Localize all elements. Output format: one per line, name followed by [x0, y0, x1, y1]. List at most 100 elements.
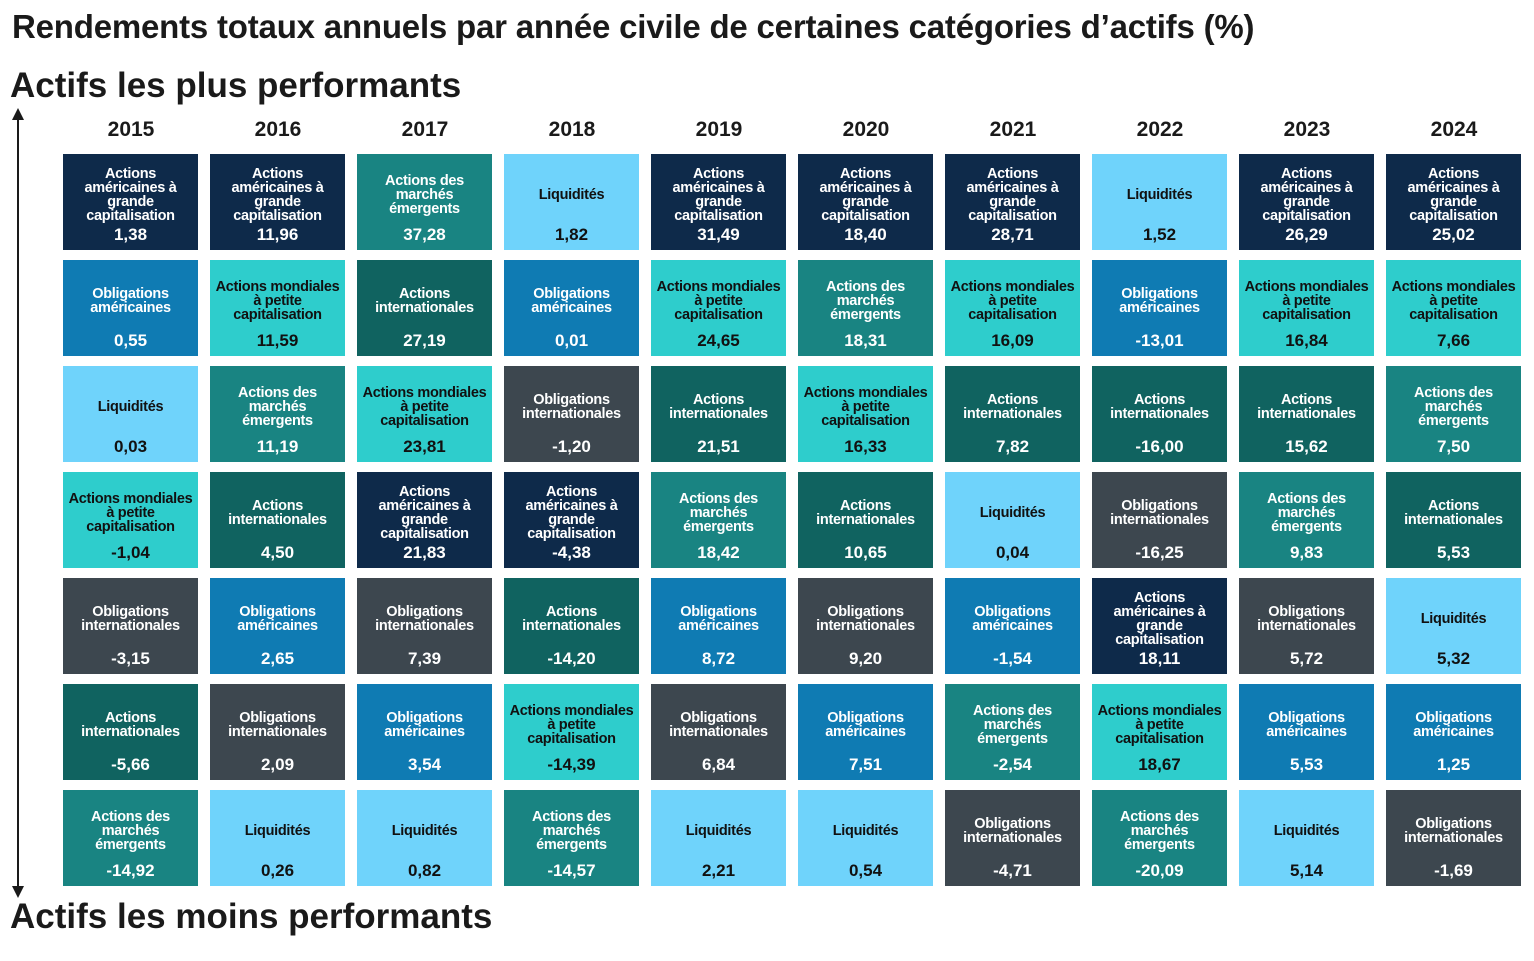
return-cell: Actions internationales 21,51 [651, 366, 786, 462]
asset-class-label: Obligations américaines [1413, 709, 1494, 740]
asset-class-label: Liquidités [685, 822, 752, 839]
asset-class-label: Obligations internationales [1404, 815, 1503, 846]
asset-class-label: Actions des marchés émergents [973, 702, 1052, 747]
return-cell: Liquidités 5,14 [1239, 790, 1374, 886]
return-value: 5,53 [1289, 755, 1324, 774]
ranking-arrow-icon [12, 108, 24, 898]
asset-class-label: Obligations américaines [90, 285, 171, 316]
return-cell: Actions américaines à grande capitalisat… [1092, 578, 1227, 674]
asset-class-label: Actions américaines à grande capitalisat… [84, 165, 177, 224]
return-cell: Obligations américaines 5,53 [1239, 684, 1374, 780]
return-value: 31,49 [697, 225, 740, 244]
return-cell: Actions des marchés émergents -20,09 [1092, 790, 1227, 886]
year-header: 2021 [989, 118, 1037, 141]
return-value: 18,11 [1138, 649, 1181, 668]
asset-class-label: Liquidités [1273, 822, 1340, 839]
return-value: 0,04 [995, 543, 1030, 562]
return-cell: Actions des marchés émergents -2,54 [945, 684, 1080, 780]
year-header: 2017 [401, 118, 449, 141]
asset-class-label: Liquidités [538, 186, 605, 203]
year-header: 2016 [254, 118, 302, 141]
return-cell: Obligations américaines 2,65 [210, 578, 345, 674]
asset-class-label: Actions américaines à grande capitalisat… [672, 165, 765, 224]
asset-class-label: Actions des marchés émergents [238, 384, 317, 429]
asset-class-label: Obligations internationales [1257, 603, 1356, 634]
return-cell: Obligations internationales 9,20 [798, 578, 933, 674]
return-value: 37,28 [403, 225, 446, 244]
return-cell: Liquidités 0,54 [798, 790, 933, 886]
return-value: 5,72 [1289, 649, 1324, 668]
year-header: 2018 [548, 118, 596, 141]
return-value: 11,96 [256, 225, 299, 244]
return-cell: Liquidités 1,82 [504, 154, 639, 250]
asset-class-label: Actions mondiales à petite capitalisatio… [509, 702, 634, 747]
return-cell: Actions mondiales à petite capitalisatio… [63, 472, 198, 568]
return-value: 0,54 [848, 861, 883, 880]
year-header: 2015 [107, 118, 155, 141]
return-cell: Obligations internationales 6,84 [651, 684, 786, 780]
return-cell: Obligations internationales -1,69 [1386, 790, 1521, 886]
return-cell: Obligations internationales -16,25 [1092, 472, 1227, 568]
asset-class-label: Actions des marchés émergents [1120, 808, 1199, 853]
return-value: 16,33 [844, 437, 887, 456]
return-cell: Liquidités 5,32 [1386, 578, 1521, 674]
asset-class-label: Actions américaines à grande capitalisat… [1407, 165, 1500, 224]
return-cell: Obligations américaines 3,54 [357, 684, 492, 780]
asset-class-label: Obligations internationales [963, 815, 1062, 846]
return-cell: Actions américaines à grande capitalisat… [1239, 154, 1374, 250]
asset-class-label: Actions américaines à grande capitalisat… [378, 483, 471, 542]
return-cell: Actions mondiales à petite capitalisatio… [651, 260, 786, 356]
return-cell: Actions mondiales à petite capitalisatio… [1092, 684, 1227, 780]
top-performers-label: Actifs les plus performants [10, 66, 462, 105]
return-value: 0,26 [260, 861, 295, 880]
return-cell: Liquidités 2,21 [651, 790, 786, 886]
return-value: 0,01 [554, 331, 589, 350]
return-cell: Actions mondiales à petite capitalisatio… [210, 260, 345, 356]
return-cell: Actions mondiales à petite capitalisatio… [1239, 260, 1374, 356]
return-cell: Obligations américaines -13,01 [1092, 260, 1227, 356]
return-value: 18,40 [844, 225, 887, 244]
return-cell: Actions internationales 7,82 [945, 366, 1080, 462]
return-cell: Obligations américaines -1,54 [945, 578, 1080, 674]
return-value: 21,83 [403, 543, 446, 562]
return-value: -14,92 [106, 861, 155, 880]
return-cell: Actions internationales 15,62 [1239, 366, 1374, 462]
asset-class-label: Liquidités [1126, 186, 1193, 203]
return-value: 26,29 [1285, 225, 1328, 244]
asset-class-label: Liquidités [97, 398, 164, 415]
return-cell: Obligations internationales 2,09 [210, 684, 345, 780]
return-cell: Actions américaines à grande capitalisat… [357, 472, 492, 568]
return-cell: Actions internationales 10,65 [798, 472, 933, 568]
return-value: 25,02 [1432, 225, 1475, 244]
return-value: 0,82 [407, 861, 442, 880]
asset-class-label: Obligations internationales [1110, 497, 1209, 528]
return-value: -14,20 [547, 649, 596, 668]
asset-class-label: Obligations internationales [375, 603, 474, 634]
return-value: 24,65 [697, 331, 740, 350]
return-value: -16,00 [1135, 437, 1184, 456]
return-cell: Actions américaines à grande capitalisat… [798, 154, 933, 250]
return-cell: Actions des marchés émergents -14,92 [63, 790, 198, 886]
return-cell: Obligations américaines 1,25 [1386, 684, 1521, 780]
return-value: 18,67 [1138, 755, 1181, 774]
return-cell: Actions mondiales à petite capitalisatio… [798, 366, 933, 462]
asset-class-label: Actions américaines à grande capitalisat… [1113, 589, 1206, 648]
return-cell: Liquidités 0,82 [357, 790, 492, 886]
asset-class-label: Actions mondiales à petite capitalisatio… [1097, 702, 1222, 747]
year-header: 2020 [842, 118, 890, 141]
return-value: 10,65 [844, 543, 887, 562]
return-cell: Actions américaines à grande capitalisat… [210, 154, 345, 250]
return-value: -1,54 [993, 649, 1032, 668]
return-value: 7,66 [1436, 331, 1471, 350]
return-cell: Obligations américaines 0,55 [63, 260, 198, 356]
return-cell: Actions des marchés émergents 18,31 [798, 260, 933, 356]
return-value: -20,09 [1135, 861, 1184, 880]
return-value: -4,71 [993, 861, 1032, 880]
chart-title: Rendements totaux annuels par année civi… [12, 8, 1255, 45]
bottom-performers-label: Actifs les moins performants [10, 897, 493, 936]
asset-class-label: Liquidités [244, 822, 311, 839]
asset-class-label: Actions internationales [963, 391, 1062, 422]
return-cell: Obligations internationales 7,39 [357, 578, 492, 674]
return-cell: Actions des marchés émergents 11,19 [210, 366, 345, 462]
return-value: 0,55 [113, 331, 148, 350]
